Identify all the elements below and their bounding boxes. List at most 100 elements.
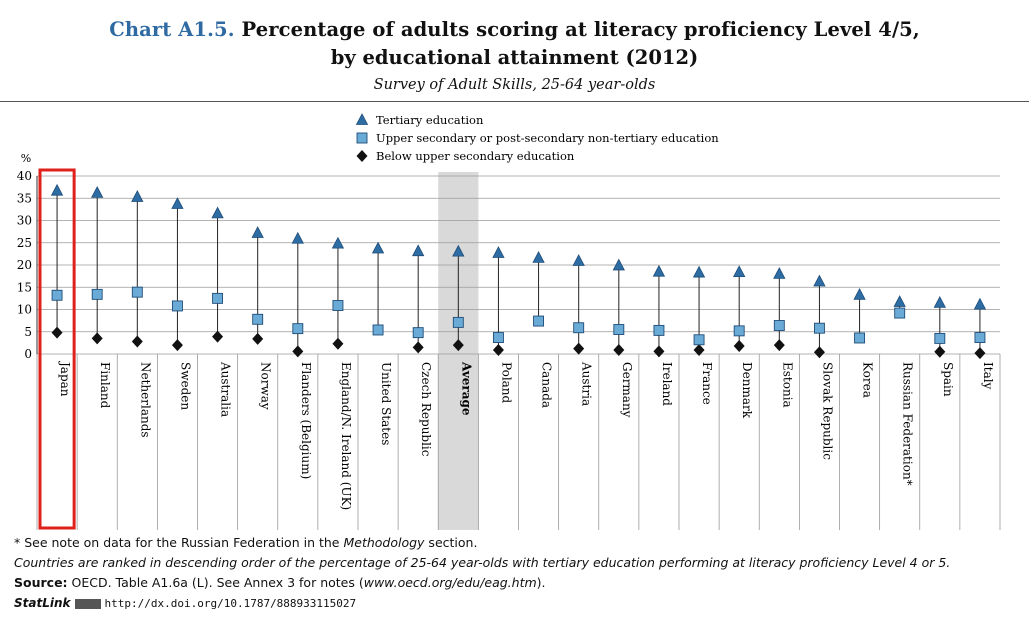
point-diamond-flanders-belgium [292, 345, 304, 358]
point-triangle-russian-federation [893, 295, 906, 307]
point-square-finland [91, 288, 103, 300]
point-triangle-korea [853, 287, 866, 300]
footnotes: * See note on data for the Russian Feder… [14, 533, 1024, 614]
category-label-norway: Norway [259, 362, 273, 410]
point-square-czech-republic [412, 327, 424, 339]
point-diamond-czech-republic [412, 341, 424, 354]
point-diamond-average [452, 339, 464, 352]
y-axis-unit-label: % [21, 152, 31, 165]
statlink-url[interactable]: http://dx.doi.org/10.1787/888933115027 [104, 597, 357, 610]
point-triangle-finland [91, 186, 104, 198]
statlink-logo-icon [74, 599, 101, 609]
category-label-finland: Finland [98, 362, 112, 409]
point-diamond-norway [252, 332, 264, 345]
point-square-netherlands [131, 286, 143, 298]
y-tick-label: 25 [17, 236, 32, 250]
category-label-canada: Canada [540, 362, 554, 408]
point-square-france [693, 334, 705, 346]
legend-square-icon [356, 132, 368, 144]
y-tick-label: 0 [24, 347, 32, 361]
category-label-russian-federation: Russian Federation* [901, 362, 915, 486]
statlink-label: StatLink [14, 596, 71, 610]
point-square-united-states [372, 324, 384, 336]
point-diamond-ireland [653, 345, 665, 358]
point-triangle-ireland [652, 264, 666, 277]
category-label-england-n-ireland-uk: England/N. Ireland (UK) [339, 362, 353, 510]
literacy-chart: 0 5 10 15 20 25 30 35 40% Tertiary education Upper… [17, 113, 1001, 530]
point-triangle-austria [572, 254, 585, 266]
category-label-austria: Austria [580, 361, 594, 406]
category-label-korea: Korea [861, 362, 875, 398]
point-diamond-germany [613, 343, 625, 356]
chart-label: Chart A1.5. [109, 18, 235, 41]
y-tick-label: 30 [17, 214, 32, 228]
point-diamond-poland [492, 343, 504, 356]
point-diamond-slovak-republic [813, 346, 825, 359]
point-diamond-estonia [773, 339, 785, 352]
point-diamond-england-n-ireland-uk [332, 337, 344, 350]
point-triangle-norway [251, 226, 264, 238]
point-square-poland [492, 332, 504, 343]
category-label-france: France [700, 362, 714, 405]
legend-triangle-icon [355, 113, 369, 125]
category-label-sweden: Sweden [178, 362, 192, 410]
y-tick-label: 15 [17, 280, 32, 294]
y-tick-label: 20 [17, 258, 32, 272]
category-label-czech-republic: Czech Republic [419, 362, 433, 457]
point-square-canada [533, 315, 545, 327]
point-triangle-japan [50, 183, 64, 196]
point-triangle-england-n-ireland-uk [331, 236, 345, 249]
source-link[interactable]: www.oecd.org/edu/eag.htm [363, 575, 537, 590]
point-diamond-denmark [733, 339, 745, 352]
legend-label: Upper secondary or post-secondary non-te… [376, 131, 719, 145]
legend-diamond-icon [356, 150, 368, 162]
point-square-flanders-belgium [292, 323, 304, 335]
point-diamond-italy [974, 347, 986, 360]
y-tick-label: 35 [17, 191, 32, 205]
category-label-spain: Spain [941, 362, 955, 397]
point-triangle-spain [933, 295, 946, 308]
category-label-australia: Australia [219, 361, 233, 417]
chart-title-line1: Chart A1.5. Percentage of adults scoring… [0, 18, 1029, 41]
point-triangle-netherlands [131, 190, 144, 202]
statlink: StatLink http://dx.doi.org/10.1787/888933… [14, 593, 1024, 614]
point-diamond-austria [573, 342, 585, 355]
point-square-norway [252, 313, 264, 325]
category-label-united-states: United States [379, 362, 393, 445]
footnote-ranking: Countries are ranked in descending order… [14, 555, 951, 570]
y-tick-label: 40 [17, 169, 32, 183]
header-divider [0, 101, 1029, 102]
point-triangle-france [692, 265, 706, 278]
point-square-japan [51, 289, 63, 301]
footnote-russia: * See note on data for the Russian Feder… [14, 535, 478, 550]
chart-title-line2: by educational attainment (2012) [330, 46, 699, 69]
point-square-spain [934, 332, 946, 344]
point-square-average [452, 316, 464, 328]
point-triangle-australia [211, 206, 224, 219]
point-square-korea [854, 332, 866, 344]
point-diamond-france [693, 343, 705, 356]
point-triangle-italy [973, 297, 987, 310]
category-label-average: Average [459, 361, 473, 416]
point-triangle-united-states [371, 241, 385, 254]
point-square-estonia [773, 320, 785, 331]
point-square-ireland [653, 324, 665, 336]
category-label-ireland: Ireland [660, 362, 674, 406]
point-square-denmark [733, 325, 745, 337]
point-triangle-poland [492, 246, 505, 258]
y-tick-label: 5 [24, 325, 32, 339]
japan-highlight-box [38, 168, 76, 530]
category-label-poland: Poland [499, 362, 513, 404]
point-triangle-flanders-belgium [291, 231, 304, 244]
point-triangle-sweden [171, 197, 184, 209]
point-square-italy [974, 332, 986, 343]
point-square-england-n-ireland-uk [332, 300, 344, 311]
legend-label: Tertiary education [376, 113, 484, 127]
point-triangle-slovak-republic [813, 274, 826, 287]
point-diamond-australia [212, 330, 224, 343]
y-tick-label: 10 [17, 303, 32, 317]
category-label-italy: Italy [981, 362, 995, 390]
point-triangle-average [452, 244, 465, 257]
chart-subtitle: Survey of Adult Skills, 25-64 year-olds [373, 77, 656, 93]
point-triangle-estonia [773, 267, 786, 279]
